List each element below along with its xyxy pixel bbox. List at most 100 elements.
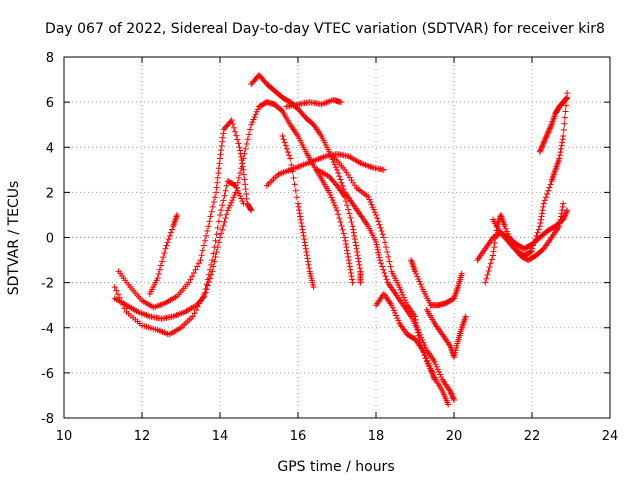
plus-marker [381, 239, 388, 246]
plus-marker [558, 142, 565, 149]
plus-marker [310, 284, 317, 291]
plus-marker [503, 228, 510, 235]
plus-marker [484, 271, 491, 278]
plus-marker [357, 279, 364, 286]
plus-marker [415, 332, 422, 339]
plus-marker [234, 187, 241, 194]
plus-marker [486, 264, 493, 271]
y-tick-label: 6 [46, 96, 54, 111]
plus-marker [215, 239, 222, 246]
plus-marker [304, 255, 311, 262]
plus-marker [438, 374, 445, 381]
plus-marker [220, 197, 227, 204]
plus-marker [536, 223, 543, 230]
chart-title: Day 067 of 2022, Sidereal Day-to-day VTE… [45, 21, 605, 37]
plus-marker [211, 244, 218, 251]
plus-marker [419, 347, 426, 354]
plus-marker [301, 239, 308, 246]
plus-marker [389, 304, 396, 311]
plus-marker [560, 126, 567, 133]
plus-marker [194, 303, 201, 310]
plus-marker [231, 191, 238, 198]
plus-marker [413, 270, 420, 277]
plus-marker [167, 229, 174, 236]
plus-marker [295, 203, 302, 210]
plus-marker [288, 161, 295, 168]
series-track-18 [490, 216, 535, 259]
plus-marker [561, 114, 568, 121]
plus-marker [195, 260, 202, 267]
x-tick-label: 14 [212, 429, 229, 444]
plus-marker [545, 187, 552, 194]
plus-marker [501, 223, 508, 230]
plus-marker [492, 235, 499, 242]
plus-marker [379, 231, 386, 238]
series-track-17 [536, 94, 571, 155]
plus-marker [202, 286, 209, 293]
plus-marker [219, 226, 226, 233]
plus-marker [563, 208, 570, 215]
plus-marker [560, 132, 567, 139]
plus-marker [233, 185, 240, 192]
plus-marker [239, 160, 246, 167]
plus-marker [201, 237, 208, 244]
plus-marker [378, 228, 385, 235]
plus-marker [300, 229, 307, 236]
plus-marker [560, 200, 567, 207]
plus-marker [281, 139, 288, 146]
plus-marker [339, 182, 346, 189]
plus-marker [558, 210, 565, 217]
plus-marker [344, 247, 351, 254]
plus-marker [355, 258, 362, 265]
plus-marker [234, 136, 241, 143]
plus-marker [356, 265, 363, 272]
plus-marker [217, 155, 223, 162]
plus-marker [219, 134, 226, 141]
plus-marker [251, 113, 258, 120]
plus-marker [383, 276, 390, 283]
plus-marker [301, 236, 308, 243]
plus-marker [506, 233, 513, 240]
plus-marker [206, 266, 213, 273]
plus-marker [242, 186, 249, 193]
x-tick-label: 18 [368, 429, 385, 444]
plus-marker [384, 249, 391, 256]
plus-marker [120, 301, 127, 308]
plus-marker [166, 232, 173, 239]
y-axis-label: SDTVAR / TECUs [6, 181, 22, 296]
plus-marker [397, 286, 404, 293]
x-tick-labels: 10 12 14 16 18 20 22 24 [56, 429, 619, 444]
plus-marker [412, 316, 419, 323]
plus-marker [544, 130, 551, 137]
plus-marker [485, 268, 492, 275]
series-track-6 [279, 132, 317, 291]
plus-marker [366, 196, 373, 203]
plus-marker [418, 283, 425, 290]
plus-marker [218, 230, 225, 237]
plus-marker [399, 291, 406, 298]
plus-marker [334, 207, 340, 214]
x-tick-label: 22 [524, 429, 541, 444]
plus-marker [378, 260, 385, 267]
plus-marker [329, 197, 336, 204]
plus-marker [413, 323, 420, 330]
plus-marker [401, 297, 408, 304]
plus-marker [336, 173, 343, 180]
plus-marker [305, 261, 312, 268]
plus-marker [159, 258, 166, 265]
plus-marker [283, 145, 290, 152]
plus-marker [253, 108, 260, 115]
plus-marker [239, 163, 246, 170]
plus-marker [556, 152, 563, 159]
plus-marker [118, 298, 125, 305]
plus-marker [199, 294, 206, 301]
plus-marker [204, 276, 211, 283]
plus-marker [237, 170, 244, 177]
plus-marker [217, 151, 224, 158]
plus-marker [445, 401, 452, 408]
plus-marker [198, 297, 205, 304]
plus-marker [169, 226, 176, 233]
plus-marker [376, 254, 383, 261]
plus-marker [344, 250, 351, 257]
plus-marker [542, 194, 549, 201]
